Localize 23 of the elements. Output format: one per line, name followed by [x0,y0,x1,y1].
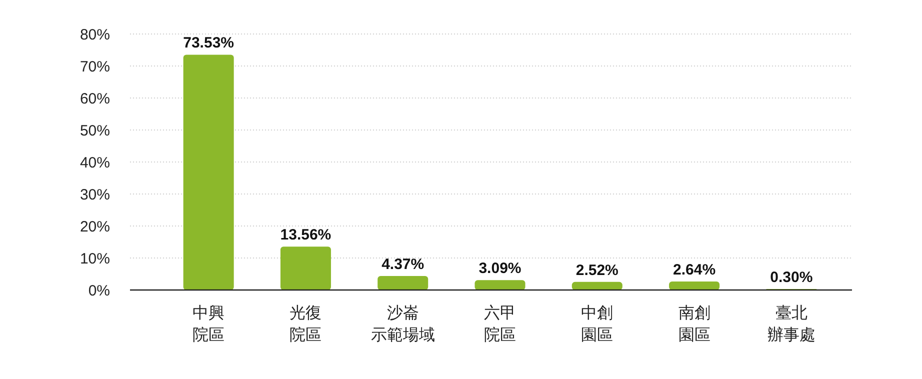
data-label: 73.53% [183,34,234,52]
x-tick-label: 沙崙示範場域 [370,304,435,344]
data-label: 13.56% [280,226,332,244]
y-tick-label: 30% [80,186,110,204]
data-label: 2.52% [576,262,618,279]
x-tick-label: 中創園區 [581,304,614,344]
y-tick-label: 0% [88,282,110,300]
y-tick-label: 50% [80,122,110,140]
data-label: 0.30% [770,269,813,286]
data-label: 4.37% [382,256,424,274]
x-tick-label: 六甲院區 [484,304,516,344]
y-tick-label: 70% [80,58,110,76]
y-tick-label: 10% [80,250,110,268]
y-tick-label: 20% [80,218,110,236]
x-tick-label: 南創園區 [678,304,710,344]
data-label: 3.09% [478,260,522,278]
x-tick-label: 中興院區 [192,304,225,344]
x-tick-label: 光復院區 [290,304,322,344]
data-label: 2.64% [673,262,716,279]
y-tick-label: 40% [80,154,110,172]
y-tick-label: 80% [80,26,110,44]
x-tick-label: 臺北辦事處 [767,304,816,344]
y-tick-label: 60% [80,90,110,108]
